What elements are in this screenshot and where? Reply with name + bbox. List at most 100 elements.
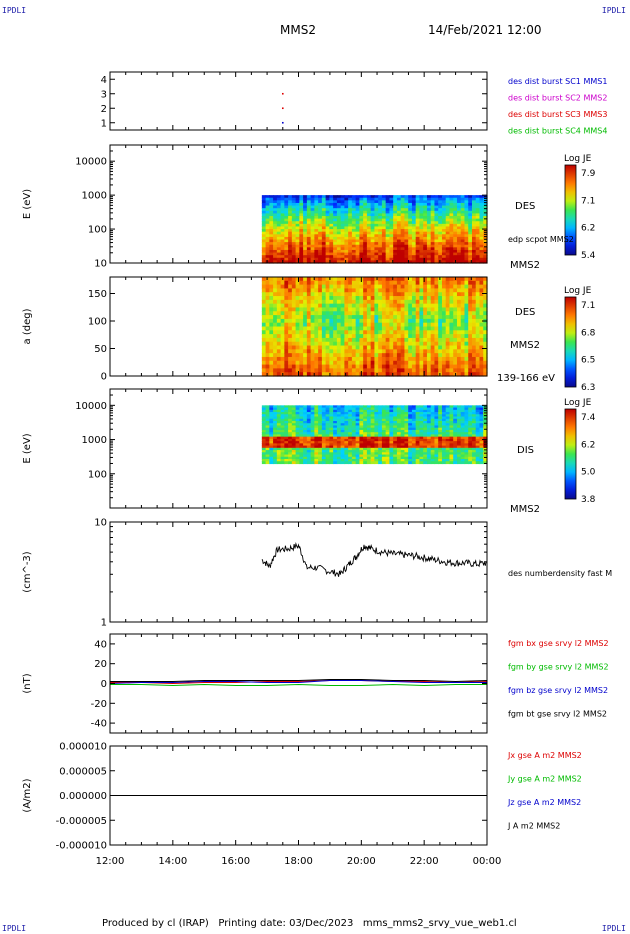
panel-1-spectrogram-cell	[261, 231, 267, 235]
panel-2-spectrogram-cell	[265, 364, 270, 369]
panel-2-spectrogram-cell	[318, 368, 323, 373]
panel-1-spectrogram-cell	[393, 202, 398, 207]
panel-1-spectrogram-cell	[441, 213, 447, 217]
panel-3-spectrogram-cell	[355, 436, 361, 440]
panel-2-spectrogram-cell	[366, 330, 372, 335]
panel-3-spectrogram-cell	[329, 447, 334, 451]
panel-2-spectrogram-cell	[329, 315, 334, 320]
panel-2-spectrogram-cell	[483, 284, 488, 290]
panel-3-spectrogram-cell	[430, 416, 436, 420]
panel-1-spectrogram-cell	[441, 226, 447, 230]
panel-1-spectrogram-cell	[329, 195, 334, 199]
panel-2-spectrogram-cell	[475, 318, 481, 324]
panel-2-spectrogram-cell	[325, 296, 330, 301]
panel-2-spectrogram-cell	[449, 337, 454, 343]
panel-1-spectrogram-cell	[269, 244, 274, 248]
panel-2-spectrogram-cell	[261, 299, 267, 305]
panel-1-spectrogram-cell	[430, 236, 436, 241]
panel-3-spectrogram-cell	[378, 414, 383, 418]
panel-2-spectrogram-cell	[430, 311, 436, 316]
panel-2-spectrogram-cell	[351, 315, 357, 320]
panel-1-spectrogram-cell	[299, 195, 304, 199]
panel-1-spectrogram-cell	[295, 257, 300, 261]
panel-3-spectrogram-cell	[381, 443, 387, 447]
panel-1-spectrogram-cell	[359, 226, 364, 230]
panel-2-spectrogram-cell	[426, 356, 432, 362]
panel-3-spectrogram-cell	[261, 450, 267, 453]
panel-1-spectrogram-cell	[325, 223, 330, 228]
panel-2-spectrogram-cell	[261, 368, 267, 373]
panel-2-spectrogram-cell	[385, 292, 391, 297]
panel-3-spectrogram-cell	[434, 461, 439, 465]
panel-3-spectrogram-cell	[396, 409, 402, 413]
panel-2-spectrogram-cell	[351, 345, 357, 350]
panel-1-spectrogram-cell	[265, 221, 270, 225]
panel-3-spectrogram-cell	[325, 409, 330, 413]
panel-1-spectrogram-cell	[359, 229, 364, 233]
panel-1-spectrogram-cell	[280, 242, 285, 246]
panel-3-spectrogram-cell	[291, 434, 297, 438]
panel-3-spectrogram-cell	[325, 452, 330, 456]
panel-1-spectrogram-cell	[370, 216, 376, 220]
panel-2-spectrogram-cell	[273, 330, 278, 335]
panel-1-spectrogram-cell	[396, 242, 402, 246]
panel-3-spectrogram-cell	[479, 425, 484, 429]
panel-3-spectrogram-cell	[378, 452, 383, 456]
panel-3-spectrogram-cell	[336, 423, 342, 427]
panel-1-spectrogram-cell	[445, 216, 451, 220]
panel-2-spectrogram-cell	[430, 288, 436, 293]
panel-2-spectrogram-cell	[329, 345, 334, 350]
panel-3-spectrogram-cell	[445, 454, 451, 458]
panel-2-spectrogram-cell	[389, 360, 394, 366]
panel-3-spectrogram-cell	[393, 434, 398, 438]
panel-2-spectrogram-cell	[273, 364, 278, 369]
panel-2-spectrogram-cell	[329, 311, 334, 316]
panel-1-spectrogram-cell	[400, 229, 406, 233]
panel-2-spectrogram-cell	[430, 299, 436, 305]
panel-3-spectrogram-cell	[276, 447, 282, 451]
panel-1-spectrogram-cell	[438, 197, 443, 201]
panel-2-spectrogram-cell	[370, 353, 376, 358]
panel-3-spectrogram-cell	[310, 438, 315, 442]
panel-2-spectrogram-cell	[340, 326, 346, 331]
panel-1-spectrogram-cell	[310, 218, 315, 222]
panel-3-spectrogram-cell	[449, 418, 454, 422]
panel-3-spectrogram-cell	[314, 436, 319, 440]
panel-2-spectrogram-cell	[438, 284, 443, 290]
panel-2-spectrogram-cell	[434, 364, 439, 369]
panel-3-spectrogram-cell	[441, 459, 447, 462]
panel-1-spectrogram-cell	[310, 249, 315, 254]
panel-1-spectrogram-cell	[456, 221, 462, 225]
panel-3-spectrogram-cell	[393, 459, 398, 462]
panel-3-spectrogram-cell	[329, 454, 334, 458]
panel-3-spectrogram-cell	[366, 452, 372, 456]
panel-2-spectrogram-cell	[423, 360, 428, 366]
panel-2-spectrogram-cell	[415, 341, 421, 347]
panel-2-spectrogram-cell	[363, 315, 368, 320]
panel-1-spectrogram-cell	[344, 257, 349, 261]
panel-2-spectrogram-cell	[306, 311, 312, 316]
panel-2-spectrogram-cell	[430, 353, 436, 358]
panel-2-spectrogram-cell	[483, 296, 488, 301]
panel-3-spectrogram-cell	[415, 459, 421, 462]
panel-3-spectrogram-cell	[340, 429, 346, 433]
panel-3-spectrogram-cell	[280, 409, 285, 413]
panel-3-spectrogram-cell	[291, 459, 297, 462]
panel-1-spectrogram-cell	[426, 249, 432, 254]
panel-3-spectrogram-cell	[445, 434, 451, 438]
panel-3-spectrogram-cell	[475, 434, 481, 438]
panel-1-spectrogram-cell	[344, 208, 349, 212]
panel-3-spectrogram-cell	[453, 405, 458, 409]
panel-3-spectrogram-cell	[396, 461, 402, 465]
panel-3-spectrogram-cell	[329, 438, 334, 442]
panel-1-spectrogram-cell	[355, 223, 361, 228]
panel-3-spectrogram-cell	[468, 459, 473, 462]
panel-1-spectrogram-cell	[280, 247, 285, 251]
panel-3-spectrogram-cell	[453, 416, 458, 420]
panel-1-spectrogram-cell	[419, 236, 424, 241]
panel-3-spectrogram-cell	[396, 438, 402, 442]
panel-3-spectrogram-cell	[434, 434, 439, 438]
panel-3-spectrogram-cell	[359, 461, 364, 465]
panel-3-spectrogram-cell	[288, 434, 293, 438]
panel-2-spectrogram-cell	[449, 368, 454, 373]
